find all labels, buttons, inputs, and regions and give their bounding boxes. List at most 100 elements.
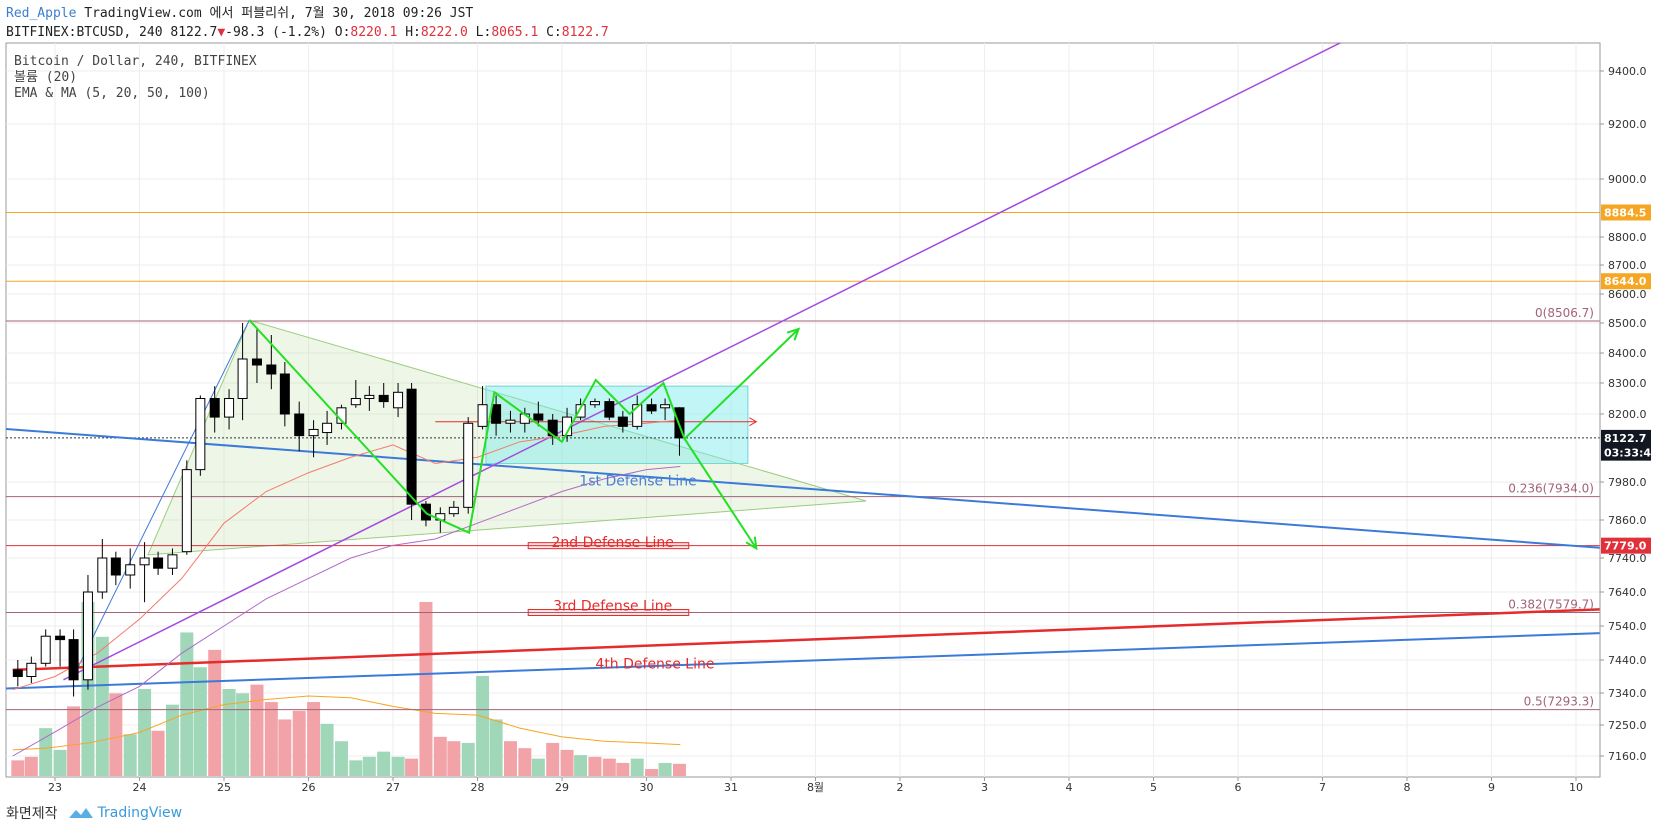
chart-header: Red_Apple TradingView.com 에서 퍼블리쉬, 7월 30… <box>6 4 609 42</box>
price-badge-label: 8122.7 <box>1604 432 1646 445</box>
candle-body <box>279 373 290 415</box>
x-tick-label: 27 <box>386 781 400 794</box>
volume-bar <box>278 719 292 776</box>
axes: 7160.0 7250.0 7340.0 7440.0 7540.0 7640.0 7740… <box>48 43 1653 794</box>
trend-line <box>71 319 250 681</box>
volume-bar <box>489 719 503 776</box>
x-tick-label: 5 <box>1150 781 1157 794</box>
y-tick-label: 7640.0 <box>1608 586 1647 599</box>
y-tick-label: 7740.0 <box>1608 552 1647 565</box>
x-tick-label: 6 <box>1235 781 1242 794</box>
volume-bar <box>138 689 152 776</box>
candle-body <box>209 398 220 418</box>
defense-marker <box>527 609 690 617</box>
legend-volume[interactable]: 볼륨 (20) <box>14 70 78 85</box>
volume-bar <box>658 762 672 776</box>
box-arrow-head <box>749 417 758 427</box>
legend-ema-ma[interactable]: EMA & MA (5, 20, 50, 100) <box>14 86 210 101</box>
chart-labels: 1st Defense Line 2nd Defense Line 3rd Defe… <box>551 306 1594 709</box>
publish-line: Red_Apple TradingView.com 에서 퍼블리쉬, 7월 30… <box>6 4 609 23</box>
y-tick-label: 7340.0 <box>1608 687 1647 700</box>
y-tick-label: 7980.0 <box>1608 476 1647 489</box>
candle-body <box>224 398 235 418</box>
price-badge-label: 7779.0 <box>1604 540 1647 553</box>
volume-bar <box>405 758 419 776</box>
defense-line-label: 3rd Defense Line <box>553 599 672 615</box>
ohlc-line: BITFINEX:BTCUSD, 240 8122.7▼-98.3 (-1.2%… <box>6 23 609 42</box>
trend-lines <box>6 43 1600 690</box>
volume-bar <box>208 649 222 776</box>
volume-bar <box>433 736 447 776</box>
candle-body <box>266 364 277 375</box>
trend-line <box>63 43 1342 681</box>
price-badge-label: 03:33:46 <box>1604 447 1653 460</box>
volume-bar <box>151 730 165 776</box>
defense-line-label: 4th Defense Line <box>595 656 714 672</box>
volume-bar <box>180 632 194 776</box>
defense-marker <box>527 542 690 550</box>
volume-bar <box>39 728 53 776</box>
defense-line-label: 1st Defense Line <box>579 473 696 489</box>
candle-body <box>97 557 108 593</box>
x-tick-label: 28 <box>471 781 485 794</box>
candle-body <box>153 557 164 569</box>
candle-body <box>26 662 37 677</box>
moving-averages <box>12 419 681 757</box>
candle-body <box>477 404 488 427</box>
fib-level-label: 0.5(7293.3) <box>1524 695 1594 709</box>
volume-bar <box>672 763 686 776</box>
volume-bar <box>461 742 475 776</box>
y-tick-label: 8300.0 <box>1608 377 1647 390</box>
x-tick-label: 3 <box>981 781 988 794</box>
moving-average-line <box>12 466 681 757</box>
x-tick-label: 8월 <box>807 781 824 794</box>
high-value: 8222.0 <box>420 25 468 40</box>
volume-bar <box>165 704 179 776</box>
volume-bar <box>645 769 659 776</box>
volume-bar <box>616 762 630 776</box>
low-value: 8065.1 <box>491 25 539 40</box>
volume-bar <box>250 684 264 776</box>
candle-body <box>110 557 121 576</box>
range-box <box>485 385 749 464</box>
y-tick-label: 8500.0 <box>1608 317 1647 330</box>
candle-body <box>632 404 643 427</box>
y-tick-label: 7540.0 <box>1608 620 1647 633</box>
close-label: C: <box>546 25 562 40</box>
candle-body <box>68 639 79 681</box>
y-tick-label: 7250.0 <box>1608 719 1647 732</box>
symbol-label: BITFINEX:BTCUSD, 240 <box>6 25 163 40</box>
moving-average-line <box>12 419 681 691</box>
projection-arrow-up <box>786 327 801 341</box>
indicator-legend: Bitcoin / Dollar, 240, BITFINEX 볼륨 (20) … <box>14 54 257 102</box>
volume-bar <box>630 758 644 776</box>
open-value: 8220.1 <box>350 25 398 40</box>
volume-bar <box>320 723 334 776</box>
candle-body <box>364 394 375 399</box>
y-tick-label: 9200.0 <box>1608 118 1647 131</box>
x-tick-label: 23 <box>48 781 62 794</box>
y-tick-label: 8700.0 <box>1608 259 1647 272</box>
volume-bar <box>447 741 461 776</box>
volume-bar <box>391 756 405 776</box>
candle-body <box>378 394 389 403</box>
candle-body <box>575 404 586 418</box>
volume-bar <box>546 742 560 776</box>
volume-bars <box>11 602 686 776</box>
candle-body <box>237 358 248 399</box>
candle-body <box>139 557 150 566</box>
y-tick-label: 8400.0 <box>1608 347 1647 360</box>
x-tick-label: 10 <box>1569 781 1583 794</box>
legend-symbol[interactable]: Bitcoin / Dollar, 240, BITFINEX <box>14 54 257 69</box>
price-badge <box>1601 429 1651 446</box>
x-tick-label: 24 <box>133 781 147 794</box>
y-tick-label: 9000.0 <box>1608 173 1647 186</box>
volume-bar <box>24 756 38 776</box>
author-link[interactable]: Red_Apple <box>6 6 77 21</box>
grid <box>6 43 1600 777</box>
volume-bar <box>349 760 363 776</box>
x-tick-label: 9 <box>1488 781 1495 794</box>
brand-link[interactable]: TradingView <box>97 805 183 821</box>
volume-bar <box>419 602 433 776</box>
